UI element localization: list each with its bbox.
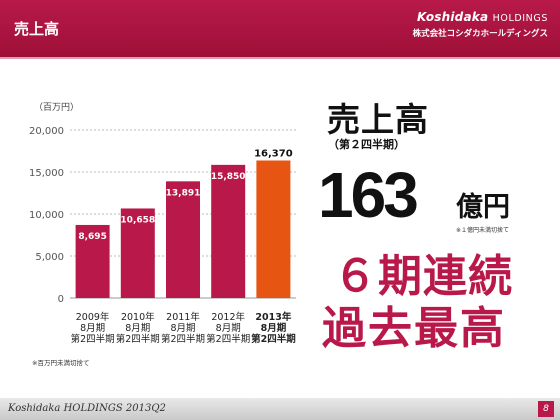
x-category-label: 第2四半期 xyxy=(251,333,296,345)
bar xyxy=(166,181,200,298)
y-tick-label: 10,000 xyxy=(29,210,64,221)
x-category-label: 2012年 xyxy=(211,311,245,323)
brand-holdings: HOLDINGS xyxy=(492,13,548,24)
highlight-value: 163 xyxy=(318,159,419,231)
y-tick-label: 15,000 xyxy=(29,168,64,179)
bar-value-label: 10,658 xyxy=(120,215,155,225)
slide-title: 売上高 xyxy=(14,20,60,38)
x-category-label: 8月期 xyxy=(80,323,105,334)
y-tick-label: 20,000 xyxy=(29,126,64,137)
x-category-label: 2009年 xyxy=(76,311,110,323)
x-category-label: 8月期 xyxy=(170,323,195,334)
highlight-unit: 億円 xyxy=(456,192,510,223)
brand-company-name: 株式会社コシダカホールディングス xyxy=(412,29,548,39)
brand-logo: Koshidaka HOLDINGS 株式会社コシダカホールディングス xyxy=(413,10,548,39)
x-category-label: 2010年 xyxy=(121,311,155,323)
bar-value-label: 16,370 xyxy=(254,148,293,159)
bar-value-label: 13,891 xyxy=(166,188,201,198)
x-category-label: 第2四半期 xyxy=(71,333,115,345)
page-number: 8 xyxy=(538,401,554,417)
x-category-label: 第2四半期 xyxy=(161,333,205,345)
x-category-label: 2011年 xyxy=(166,311,200,323)
x-category-label: 第2四半期 xyxy=(116,333,160,345)
slide-header: 売上高 Koshidaka HOLDINGS 株式会社コシダカホールディングス xyxy=(0,0,560,57)
x-category-label: 第2四半期 xyxy=(206,333,250,345)
highlight-title: 売上高 xyxy=(327,100,429,139)
bar-value-label: 8,695 xyxy=(78,232,106,242)
slide-footer: Koshidaka HOLDINGS 2013Q2 8 xyxy=(0,398,560,420)
y-tick-label: 0 xyxy=(58,294,64,305)
header-divider xyxy=(0,57,560,59)
bar xyxy=(256,160,291,298)
y-tick-label: 5,000 xyxy=(35,252,64,263)
highlight-subtitle: （第２四半期） xyxy=(328,138,405,151)
bar xyxy=(75,224,110,298)
footer-brand: Koshidaka HOLDINGS 2013Q2 xyxy=(8,403,166,414)
x-category-label: 8月期 xyxy=(216,323,241,334)
brand-name: Koshidaka xyxy=(417,10,489,24)
footer-period: HOLDINGS 2013Q2 xyxy=(63,403,166,414)
chart-footnote: ※百万円未満切捨て xyxy=(32,359,90,367)
bar-value-label: 15,850 xyxy=(211,172,246,182)
bar xyxy=(211,164,246,298)
record-line-2: 過去最高 xyxy=(322,303,506,354)
record-line-1: ６期連続 xyxy=(333,251,513,302)
chart-unit-label: （百万円） xyxy=(34,103,80,113)
bar xyxy=(120,208,155,298)
highlight-unit-note: ※１億円未満切捨て xyxy=(456,227,510,234)
x-category-label: 8月期 xyxy=(125,323,150,334)
x-category-label: 2013年 xyxy=(255,311,291,323)
x-category-label: 8月期 xyxy=(261,322,287,334)
footer-brand-name: Koshidaka xyxy=(8,403,61,414)
